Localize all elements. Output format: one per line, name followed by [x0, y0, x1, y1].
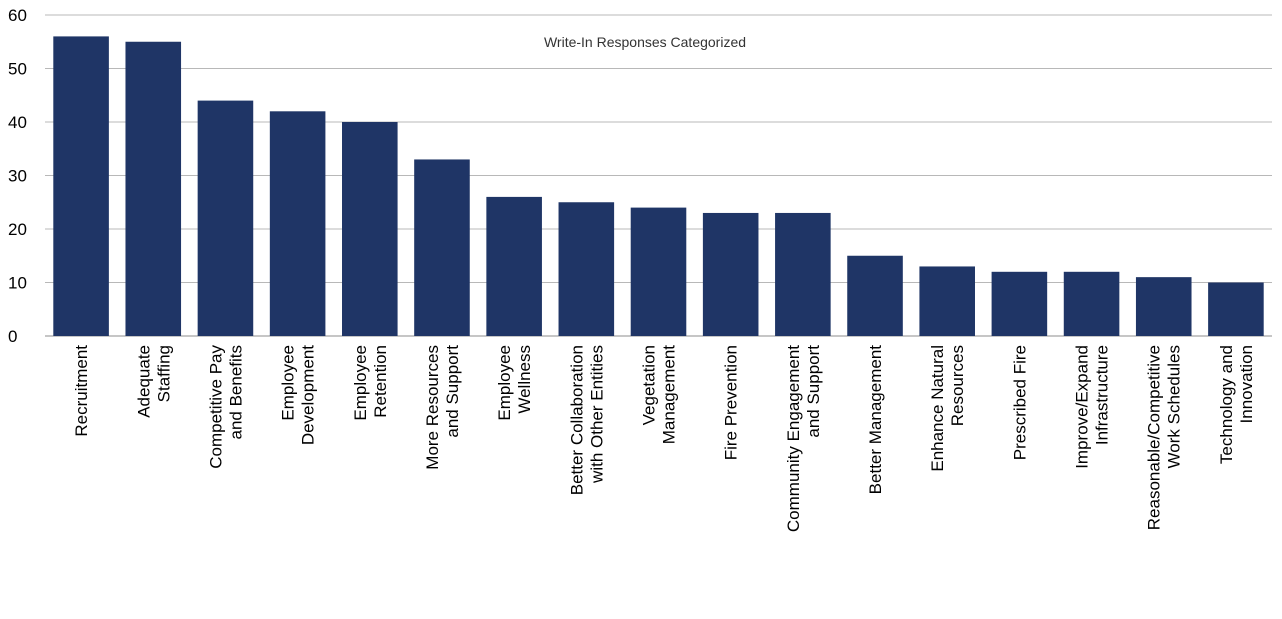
bar — [919, 266, 975, 336]
x-tick-label: Improve/ExpandInfrastructure — [1073, 345, 1112, 469]
bar — [702, 212, 759, 336]
bar — [414, 159, 470, 336]
bar — [775, 212, 831, 336]
bar — [197, 100, 254, 336]
bar — [630, 207, 687, 336]
y-axis-ticks: 0 10 20 30 40 50 60 — [8, 6, 27, 346]
y-tick-label: 60 — [8, 6, 27, 25]
x-tick-label: EmployeeDevelopment — [279, 345, 318, 445]
bar — [1208, 282, 1264, 336]
x-tick-label: Better Collaborationwith Other Entities — [567, 345, 606, 495]
bar — [342, 122, 398, 336]
x-axis-labels: Recruitment AdequateStaffing Competitive P… — [72, 345, 1256, 533]
x-tick-label: Technology andInnovation — [1217, 345, 1256, 464]
bar — [125, 41, 182, 336]
y-tick-label: 50 — [8, 60, 27, 79]
x-tick-label: Better Management — [866, 345, 885, 495]
y-tick-label: 30 — [8, 167, 27, 186]
x-tick-label: Prescribed Fire — [1010, 345, 1029, 460]
x-tick-label: Community Engagementand Support — [784, 345, 823, 532]
bar — [991, 271, 1048, 336]
x-tick-label: Competitive Payand Benefits — [206, 345, 245, 469]
x-tick-label: AdequateStaffing — [134, 345, 173, 418]
x-tick-label: VegetationManagement — [640, 345, 679, 445]
chart-title: Write-In Responses Categorized — [544, 34, 746, 50]
y-tick-label: 10 — [8, 274, 27, 293]
x-tick-label: EmployeeWellness — [495, 345, 534, 421]
bar — [558, 202, 615, 336]
y-tick-label: 0 — [8, 327, 17, 346]
bar — [53, 36, 109, 337]
bar — [486, 196, 542, 336]
x-tick-label: More Resourcesand Support — [423, 345, 462, 470]
bars — [53, 36, 1264, 337]
x-tick-label: Enhance NaturalResources — [928, 345, 967, 472]
bar — [847, 255, 903, 336]
x-tick-label: EmployeeRetention — [351, 345, 390, 421]
x-tick-label: Fire Prevention — [722, 345, 741, 460]
bar — [1063, 271, 1120, 336]
bar — [1135, 277, 1192, 336]
x-tick-label: Recruitment — [72, 345, 91, 437]
x-tick-label: Reasonable/CompetitiveWork Schedules — [1145, 345, 1184, 530]
bar — [269, 111, 326, 336]
y-tick-label: 40 — [8, 113, 27, 132]
y-tick-label: 20 — [8, 220, 27, 239]
